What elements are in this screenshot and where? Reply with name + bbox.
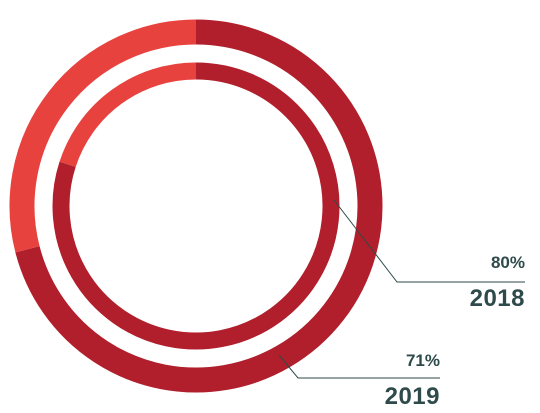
ring-2019-value-arc: [15, 19, 383, 393]
year-label-2018: 2018: [470, 285, 525, 312]
donut-rings: [9, 19, 383, 393]
value-label-2018: 80%: [491, 253, 525, 272]
leader-line-2018: [333, 199, 525, 283]
leader-line-2019: [278, 354, 440, 379]
year-label-2019: 2019: [385, 383, 440, 410]
value-label-2019: 71%: [406, 351, 440, 370]
ring-2018-value-arc: [52, 62, 340, 350]
ring-2019-remainder-arc: [9, 19, 197, 253]
ring-2018-remainder-arc: [59, 62, 197, 168]
